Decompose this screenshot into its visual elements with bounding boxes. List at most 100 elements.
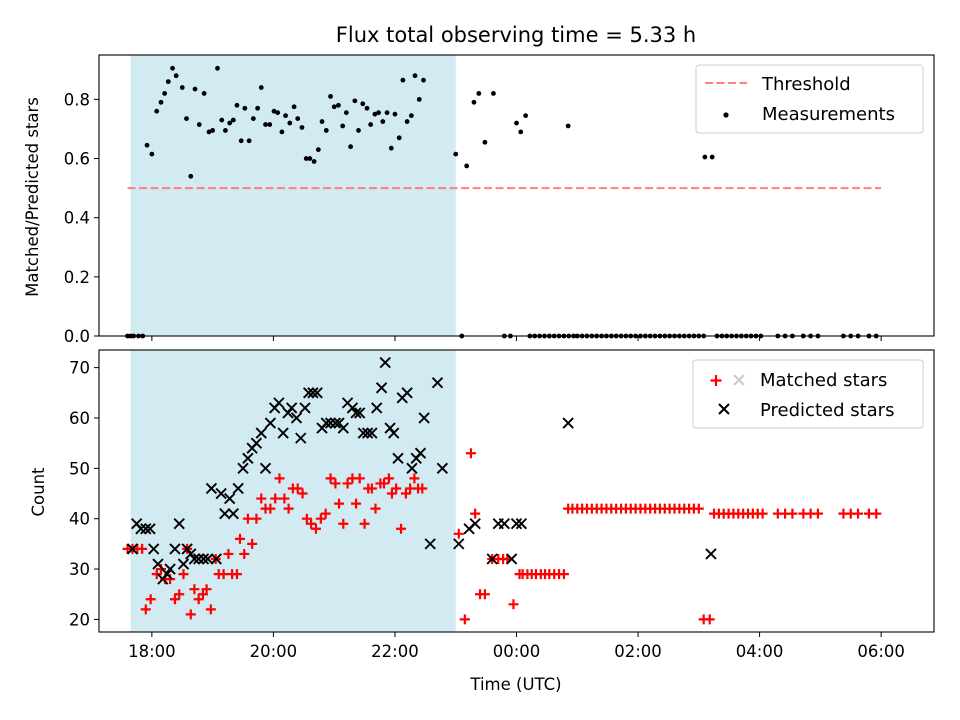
predicted-star-point: [169, 543, 181, 555]
matched-star-point: [137, 543, 148, 554]
measurement-point: [283, 113, 288, 119]
matched-star-point: [270, 493, 281, 504]
predicted-star-point: [307, 387, 319, 399]
predicted-star-point: [406, 462, 418, 475]
matched-star-point: [330, 478, 341, 489]
predicted-star-point: [277, 427, 289, 439]
predicted-star-point: [498, 518, 511, 530]
measurement-point: [279, 129, 285, 135]
bottom-legend-box: [692, 359, 924, 429]
measurement-point: [392, 111, 398, 117]
predicted-star-point: [290, 412, 303, 424]
measurement-point: [709, 154, 715, 160]
measurement-point: [491, 91, 496, 96]
measurement-point: [352, 98, 358, 104]
predicted-star-point: [126, 543, 139, 555]
x-tick-label: 20:00: [250, 642, 298, 661]
top-legend-box: [695, 64, 924, 134]
measurement-point: [364, 105, 370, 111]
bottom-y-tick-label: 60: [69, 409, 90, 428]
matched-star-point: [251, 513, 262, 524]
measurement-point: [263, 122, 268, 127]
predicted-star-point: [173, 518, 185, 530]
predicted-star-point: [418, 412, 430, 424]
matched-star-point: [140, 604, 151, 615]
x-tick-label: 02:00: [614, 642, 662, 661]
predicted-star-point: [148, 543, 160, 555]
bottom-marks: [122, 356, 882, 625]
measurement-point: [384, 110, 390, 116]
measurement-point: [184, 116, 189, 121]
predicted-star-point: [350, 407, 362, 419]
measurement-point: [179, 85, 185, 90]
predicted-star-point: [431, 377, 444, 389]
matched-star-point: [470, 508, 481, 519]
matched-star-point: [704, 614, 715, 625]
predicted-star-point: [223, 492, 236, 505]
matched-star-point: [201, 584, 212, 595]
predicted-star-point: [185, 548, 197, 560]
matched-star-point: [223, 548, 234, 559]
x-tick-label: 06:00: [857, 642, 905, 661]
measurement-point: [275, 110, 281, 116]
predicted-star-point: [414, 447, 427, 459]
predicted-star-point: [705, 548, 717, 560]
measurement-point: [421, 77, 426, 83]
matched-star-point: [193, 594, 204, 605]
matched-star-point: [787, 508, 798, 519]
measurement-point: [702, 154, 708, 160]
measurement-point: [158, 99, 164, 105]
predicted-star-point: [346, 402, 359, 414]
legend-matched-label: Matched stars: [760, 370, 887, 391]
measurement-point: [412, 73, 418, 79]
measurement-point: [196, 122, 202, 127]
predicted-star-point: [424, 538, 436, 550]
matched-star-point: [359, 518, 370, 529]
measurement-point: [523, 113, 529, 119]
x-axis-label: Time (UTC): [469, 675, 561, 694]
top-legend: Threshold Measurements: [695, 64, 924, 134]
matched-star-point: [479, 589, 490, 600]
predicted-star-point: [337, 422, 349, 434]
measurement-point: [230, 117, 236, 123]
predicted-star-point: [135, 523, 147, 535]
predicted-star-point: [302, 387, 315, 399]
predicted-star-point: [273, 397, 285, 409]
predicted-star-point: [164, 563, 176, 575]
predicted-star-point: [486, 553, 498, 565]
predicted-star-point: [510, 518, 523, 530]
top-y-tick-label: 0.0: [64, 327, 90, 346]
predicted-star-point: [371, 402, 383, 414]
measurement-point: [291, 104, 297, 110]
x-tick-label: 18:00: [128, 642, 176, 661]
matched-star-point: [853, 508, 864, 519]
predicted-star-point: [197, 553, 210, 565]
measurement-point: [162, 91, 168, 96]
top-panel: 0.00.20.40.60.8 Matched/Predicted stars …: [23, 54, 935, 346]
legend-predicted-swatch: [718, 403, 730, 415]
measurement-point: [149, 151, 155, 157]
predicted-star-point: [401, 387, 413, 399]
top-y-axis-label: Matched/Predicted stars: [23, 97, 42, 297]
bottom-panel: 20 30 40 50 60 70 18:00 20:00 22:00 00:00 02:00 04:…: [29, 349, 935, 694]
matched-star-point: [279, 493, 290, 504]
predicted-star-point: [192, 553, 205, 565]
matched-star-point: [453, 528, 464, 539]
measurement-point: [376, 110, 381, 116]
matched-star-point: [757, 508, 768, 519]
predicted-star-point: [202, 553, 214, 565]
predicted-star-point: [140, 523, 152, 535]
predicted-star-point: [311, 387, 323, 399]
measurement-point: [219, 117, 225, 123]
measurement-point: [192, 86, 198, 92]
predicted-star-point: [379, 356, 391, 369]
measurement-point: [299, 125, 305, 130]
matched-star-point: [297, 488, 308, 499]
measurement-point: [416, 96, 422, 102]
bottom-axes: 20 30 40 50 60 70 18:00 20:00 22:00 00:00 02:00 04:…: [69, 349, 935, 661]
matched-star-point: [234, 533, 245, 544]
predicted-star-point: [436, 462, 449, 475]
measurement-point: [227, 120, 233, 126]
matched-star-point: [351, 498, 362, 509]
